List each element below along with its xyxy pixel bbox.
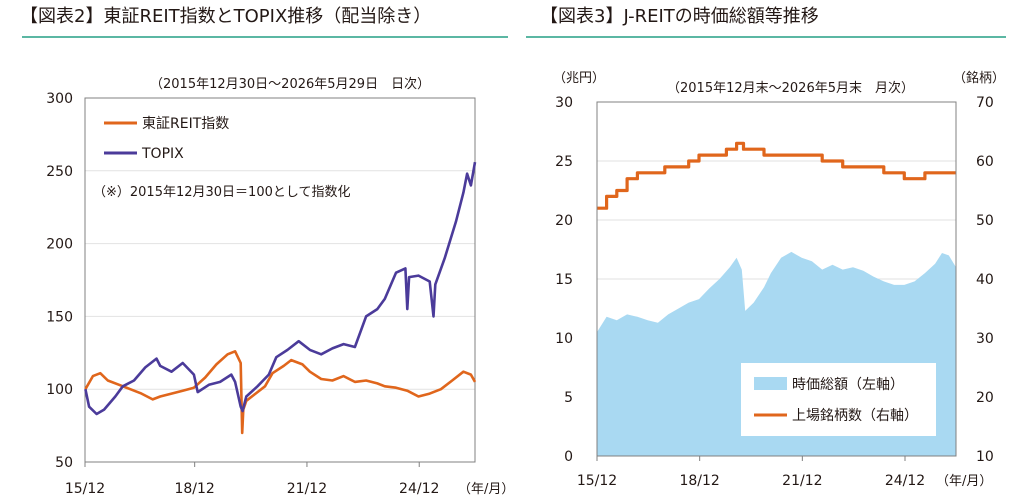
fig2-y-axis: 50 100 150 200 250 300 xyxy=(46,91,73,471)
fig2-y-tick-label: 150 xyxy=(46,309,73,325)
fig2-y-tick-label: 250 xyxy=(46,164,73,180)
fig2-title: 【図表2】東証REIT指数とTOPIX推移（配当除き） xyxy=(20,6,432,27)
fig3-x-tick-label: 21/12 xyxy=(782,473,822,489)
fig3-plot-frame xyxy=(596,101,957,457)
fig3-left-tick-label: 25 xyxy=(555,154,573,170)
legend-label-topix: TOPIX xyxy=(141,146,184,162)
fig2-series xyxy=(84,161,477,435)
fig3-series-listed xyxy=(597,141,956,210)
fig3-left-tick-label: 20 xyxy=(555,213,573,229)
fig2-y-tick-label: 300 xyxy=(46,91,73,107)
fig2-gridlines xyxy=(85,170,475,390)
fig3-left-tick-label: 5 xyxy=(564,390,573,406)
fig2-title-rule xyxy=(22,36,508,38)
fig2-plot-frame xyxy=(84,97,476,463)
fig3-x-tick-label: 24/12 xyxy=(885,473,925,489)
fig2-legend: 東証REIT指数 TOPIX xyxy=(104,116,229,162)
fig2-x-tick-label: 24/12 xyxy=(399,481,439,497)
fig3-legend: 時価総額（左軸） 上場銘柄数（右軸） xyxy=(741,363,936,436)
legend-label-listed: 上場銘柄数（右軸） xyxy=(792,408,918,424)
fig3-title: 【図表3】J-REITの時価総額等推移 xyxy=(540,6,819,27)
fig2-series-reit xyxy=(84,349,477,435)
fig3-left-tick-label: 0 xyxy=(564,449,573,465)
fig2-y-tick-label: 100 xyxy=(46,382,73,398)
fig3-x-tick-label: 15/12 xyxy=(577,473,617,489)
fig3-right-tick-label: 50 xyxy=(976,213,994,229)
fig3-right-tick-label: 20 xyxy=(976,390,994,406)
fig3-right-tick-label: 60 xyxy=(976,154,994,170)
fig3-left-unit: （兆円） xyxy=(553,71,605,86)
fig3-right-tick-label: 70 xyxy=(976,95,994,111)
fig3-period-note: （2015年12月末～2026年5月末 月次） xyxy=(667,80,914,96)
fig3-left-tick-label: 10 xyxy=(555,331,573,347)
fig3-right-tick-label: 30 xyxy=(976,331,994,347)
fig3-right-unit: （銘柄） xyxy=(953,71,1005,86)
fig3-left-axis: 0 5 10 15 20 25 30 xyxy=(555,95,573,465)
legend-label-reit: 東証REIT指数 xyxy=(142,116,229,132)
fig3-right-axis: 10 20 30 40 50 60 70 xyxy=(976,95,994,465)
fig2-x-axis: 15/12 18/12 21/12 24/12 xyxy=(65,462,439,497)
fig3-x-tick-label: 18/12 xyxy=(679,473,719,489)
fig2-series-topix xyxy=(84,161,477,416)
fig3-x-axis: 15/12 18/12 21/12 24/12 xyxy=(577,456,925,489)
fig2-x-tick-label: 18/12 xyxy=(174,481,214,497)
fig3-title-rule xyxy=(526,36,1006,38)
fig2-y-tick-label: 50 xyxy=(55,455,73,471)
fig3-right-tick-label: 10 xyxy=(976,449,994,465)
legend-legend-box xyxy=(741,363,936,436)
fig2-annotation: （※）2015年12月30日＝100として指数化 xyxy=(93,185,350,200)
fig3-left-tick-label: 30 xyxy=(555,95,573,111)
fig3-x-unit: （年/月） xyxy=(936,474,992,489)
fig3-right-tick-label: 40 xyxy=(976,272,994,288)
fig2-period-note: （2015年12月30日～2026年5月29日 日次） xyxy=(150,76,430,92)
fig2-y-tick-label: 200 xyxy=(46,237,73,253)
fig3-listed-line xyxy=(597,141,956,210)
fig3-left-tick-label: 15 xyxy=(555,272,573,288)
fig2-x-unit: （年/月） xyxy=(458,482,514,497)
legend-swatch-mcap xyxy=(754,377,787,390)
fig2-x-tick-label: 21/12 xyxy=(287,481,327,497)
fig2-x-tick-label: 15/12 xyxy=(65,481,105,497)
legend-label-mcap: 時価総額（左軸） xyxy=(792,377,904,393)
